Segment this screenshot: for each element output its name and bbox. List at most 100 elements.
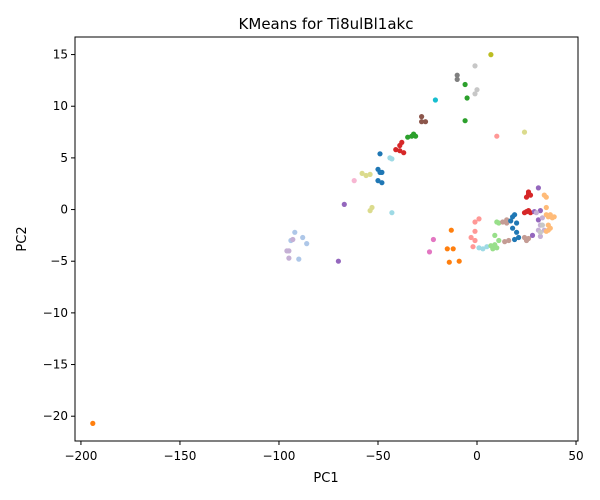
data-point-101	[535, 185, 542, 191]
data-point-52	[426, 249, 433, 255]
data-point-38	[422, 119, 429, 125]
data-point-82	[511, 212, 518, 218]
data-point-36	[419, 114, 425, 120]
data-point-57	[456, 258, 462, 264]
data-point-111	[537, 229, 544, 235]
data-point-102	[537, 208, 544, 214]
x-tick-label-3: −50	[365, 449, 390, 463]
x-tick-label-1: −150	[163, 449, 196, 463]
points-layer	[90, 52, 557, 426]
data-point-48	[488, 52, 494, 58]
x-tick-label-5: 50	[568, 449, 583, 463]
data-point-75	[500, 219, 506, 225]
data-point-51	[430, 236, 436, 243]
x-axis-label: PC1	[313, 471, 338, 486]
data-point-27	[393, 147, 399, 153]
data-point-65	[480, 246, 486, 252]
data-point-85	[516, 234, 522, 241]
data-point-9	[284, 248, 290, 254]
data-point-49	[494, 133, 500, 139]
data-point-59	[472, 237, 478, 244]
data-point-72	[496, 237, 502, 244]
data-point-26	[389, 210, 395, 216]
data-point-3	[300, 234, 306, 241]
data-point-79	[506, 237, 512, 244]
data-point-8	[286, 255, 292, 261]
y-axis-label: PC2	[15, 226, 30, 251]
data-point-1	[292, 229, 298, 235]
data-point-41	[454, 76, 460, 82]
data-point-95	[525, 189, 532, 195]
data-point-5	[296, 256, 302, 262]
data-point-60	[470, 244, 476, 250]
data-point-58	[468, 234, 474, 241]
data-point-35	[413, 133, 419, 139]
data-point-0	[90, 420, 96, 426]
data-point-17	[367, 208, 373, 214]
data-point-78	[502, 239, 508, 245]
y-tick-label-5: 5	[60, 151, 68, 165]
data-point-74	[496, 220, 502, 226]
data-point-123	[545, 227, 551, 233]
data-point-42	[462, 81, 468, 88]
data-point-15	[367, 171, 373, 177]
x-tick-label-0: −200	[64, 449, 97, 463]
data-point-61	[472, 228, 478, 234]
data-point-119	[551, 214, 557, 220]
y-axis-ticks: −20 −15 −10 −5 0 5 10 15	[43, 48, 75, 423]
data-point-37	[419, 119, 425, 125]
data-point-40	[454, 72, 460, 78]
data-point-31	[401, 150, 407, 156]
data-point-29	[399, 139, 405, 145]
data-point-80	[508, 218, 514, 224]
plot-frame	[74, 36, 579, 442]
y-tick-label-7: 15	[53, 48, 68, 62]
data-point-87	[511, 236, 518, 243]
data-point-22	[375, 178, 381, 184]
y-tick-label-0: −20	[43, 409, 68, 423]
data-point-107	[539, 215, 546, 221]
y-tick-label-4: 0	[60, 203, 68, 217]
data-point-12	[351, 178, 357, 184]
x-axis-ticks: −200 −150 −100 −50 0 50	[64, 441, 584, 463]
chart-title: KMeans for Ti8ulBl1akc	[239, 15, 414, 33]
data-point-71	[492, 232, 498, 238]
y-tick-label-3: −5	[50, 254, 68, 268]
data-point-54	[444, 246, 450, 252]
data-point-108	[537, 233, 544, 239]
data-point-98	[525, 235, 532, 242]
data-point-110	[539, 222, 546, 228]
data-point-50	[521, 129, 528, 135]
data-point-21	[377, 151, 383, 157]
data-point-77	[504, 217, 510, 223]
data-point-103	[535, 217, 542, 223]
data-point-64	[476, 245, 482, 251]
data-point-56	[446, 259, 452, 265]
y-tick-label-2: −10	[43, 306, 68, 320]
data-point-114	[543, 204, 549, 211]
data-point-47	[472, 91, 478, 97]
data-point-20	[379, 169, 385, 175]
data-point-7	[290, 236, 296, 243]
data-point-66	[484, 244, 490, 250]
data-point-4	[304, 241, 310, 247]
data-point-62	[472, 219, 478, 225]
data-point-39	[432, 97, 438, 103]
data-point-43	[464, 95, 470, 101]
data-point-68	[490, 246, 496, 252]
data-point-83	[509, 225, 516, 231]
data-point-25	[389, 156, 395, 162]
data-point-46	[474, 87, 480, 93]
x-tick-label-4: 0	[473, 449, 481, 463]
data-point-86	[514, 220, 520, 226]
data-point-63	[476, 216, 482, 222]
data-point-11	[335, 258, 341, 264]
data-point-14	[363, 172, 369, 179]
data-point-10	[341, 201, 347, 207]
data-point-55	[450, 246, 456, 252]
data-point-32	[405, 134, 411, 140]
data-point-104	[533, 210, 540, 216]
data-point-70	[494, 245, 500, 251]
